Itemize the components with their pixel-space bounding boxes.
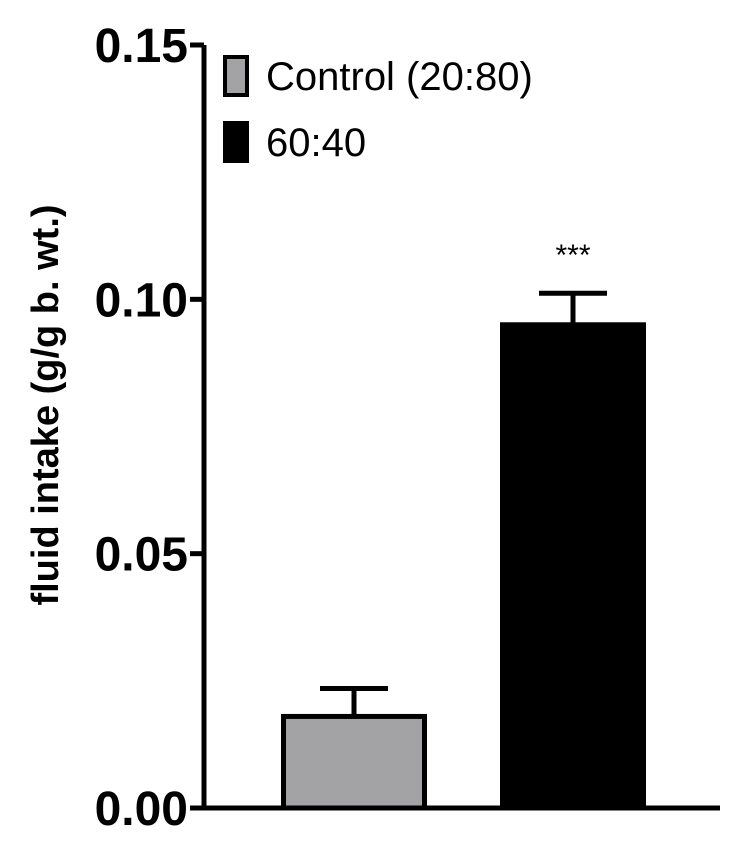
- y-tick-label: 0.05: [95, 529, 188, 582]
- legend-label: 60:40: [266, 121, 366, 165]
- legend-swatch: [223, 121, 249, 163]
- y-tick-label: 0.15: [95, 20, 188, 73]
- y-tick-label: 0.10: [95, 274, 188, 327]
- bar: [500, 322, 646, 811]
- legend: Control (20:80) 60:40: [223, 55, 533, 165]
- bar: [281, 713, 427, 811]
- y-axis: 0.00 0.05 0.10 0.15: [95, 20, 720, 836]
- legend-swatch: [223, 55, 249, 97]
- significance-label: ***: [555, 239, 590, 272]
- y-axis-title: fluid intake (g/g b. wt.): [25, 204, 67, 605]
- legend-label: Control (20:80): [266, 55, 533, 99]
- bars: ***: [281, 239, 646, 811]
- y-tick-label: 0.00: [95, 783, 188, 836]
